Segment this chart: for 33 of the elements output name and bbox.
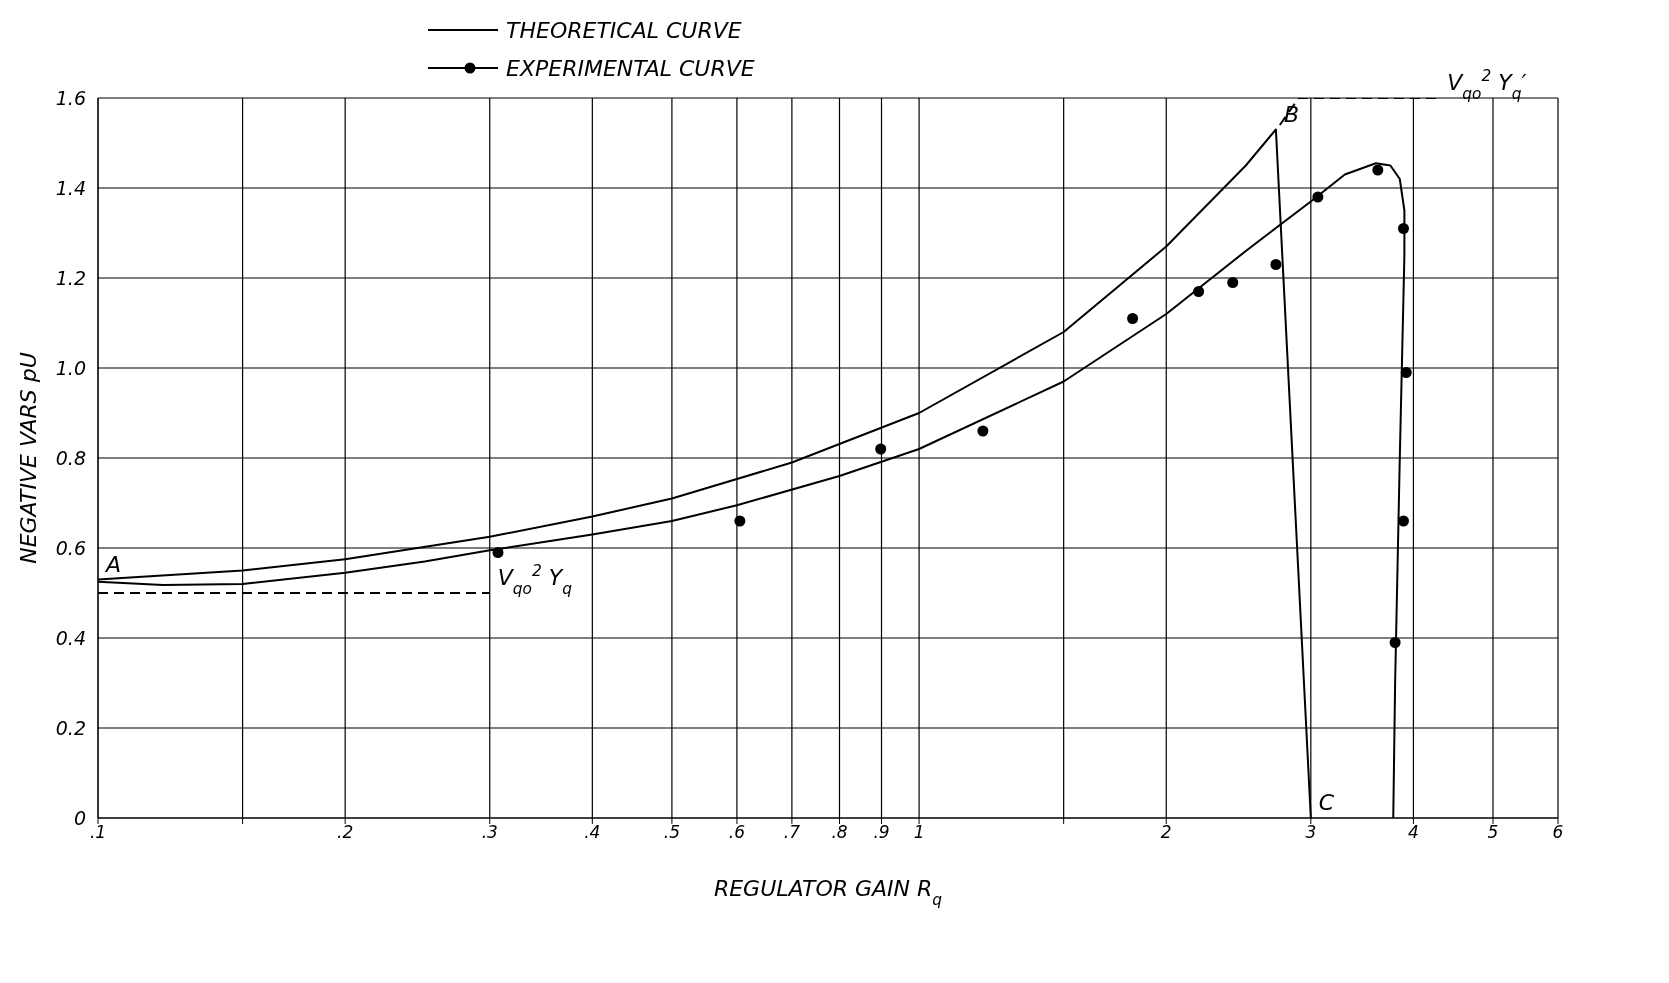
annotation: A [104, 551, 122, 577]
y-tick-label: 1.0 [55, 357, 86, 379]
y-tick-label: 0.6 [55, 537, 86, 559]
x-tick-label: .7 [783, 822, 801, 843]
y-axis-title: NEGATIVE VARS pU [16, 352, 41, 564]
x-tick-label: 5 [1487, 822, 1499, 843]
x-axis-title: REGULATOR GAIN R$_{q}$ [713, 876, 943, 909]
x-tick-label: .8 [831, 822, 848, 843]
y-tick-label: 1.2 [55, 267, 86, 289]
legend-label: THEORETICAL CURVE [506, 18, 742, 43]
x-tick-label: .1 [89, 822, 107, 843]
x-tick-label: 3 [1305, 822, 1317, 843]
x-tick-label: 4 [1408, 822, 1419, 843]
y-tick-label: 0.8 [55, 447, 86, 469]
annotation: V$_{qo}$$^{2}$ Y$_{q}$′ [1447, 67, 1527, 103]
x-tick-label: 2 [1160, 822, 1172, 843]
x-tick-label: 1 [913, 822, 925, 843]
y-tick-label: 1.4 [55, 177, 86, 199]
annotation: C [1318, 790, 1335, 815]
x-tick-label: .5 [663, 822, 681, 843]
x-tick-label: 6 [1552, 822, 1564, 843]
x-tick-label: .2 [337, 822, 354, 843]
y-tick-label: 0 [73, 807, 86, 829]
y-tick-label: 0.2 [55, 717, 86, 739]
y-tick-label: 1.6 [55, 87, 86, 109]
x-tick-label: .9 [873, 822, 890, 843]
annotation: V$_{qo}$$^{2}$ Y$_{q}$ [497, 562, 573, 598]
annotation: B [1283, 101, 1299, 127]
x-tick-label: .3 [481, 822, 498, 843]
x-tick-label: .4 [584, 822, 601, 843]
legend-label: EXPERIMENTAL CURVE [506, 56, 755, 81]
x-tick-label: .6 [728, 822, 746, 843]
y-tick-label: 0.4 [55, 627, 86, 649]
